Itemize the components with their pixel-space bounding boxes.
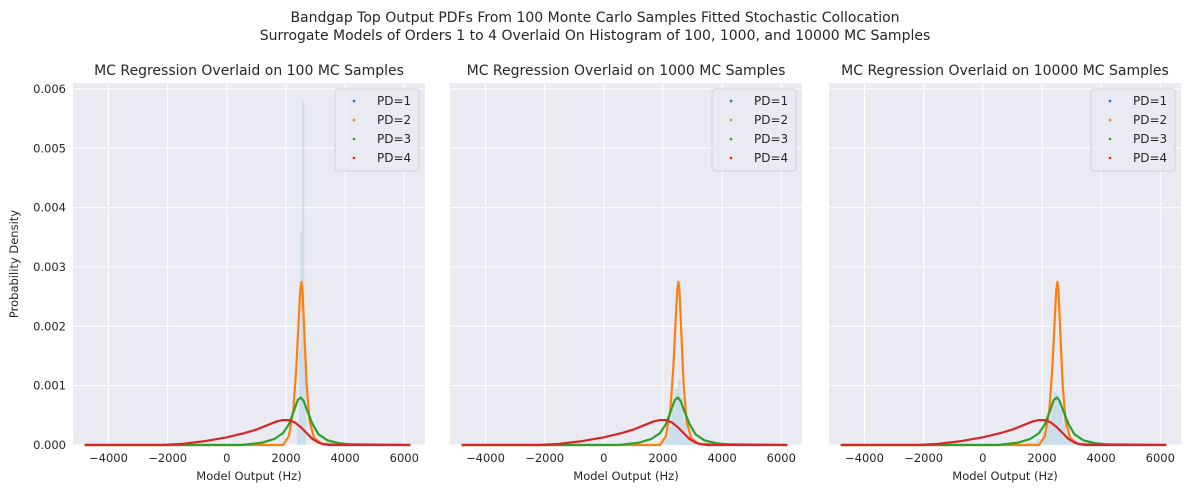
x-tick-label: 0 — [223, 451, 230, 465]
x-tick-label: −4000 — [89, 451, 128, 465]
y-axis-label: Probability Density — [7, 210, 21, 318]
legend-marker — [729, 156, 733, 160]
histogram-bar — [680, 397, 684, 445]
histogram-bar — [302, 100, 305, 445]
histogram-bar — [1041, 431, 1048, 445]
panels: −4000 −2000 0 2000 4000 6000 0.000 0.001 0.002 0.… — [7, 63, 1181, 483]
x-tick-label: 6000 — [390, 451, 419, 465]
legend-label: PD=3 — [377, 132, 411, 146]
x-tick-label: 2000 — [648, 451, 677, 465]
series-line-pd-3 — [84, 396, 411, 447]
series-line-pd-4 — [461, 419, 788, 447]
chart-panel-3: −4000 −2000 0 2000 4000 6000 MC Regression Ove… — [829, 63, 1181, 483]
chart-panel-1: −4000 −2000 0 2000 4000 6000 0.000 0.001 0.002 0.… — [7, 63, 425, 483]
series-line-pd-4 — [840, 419, 1167, 447]
legend-label: PD=2 — [1133, 113, 1167, 127]
legend-label: PD=2 — [377, 113, 411, 127]
y-tick-label: 0.004 — [33, 201, 66, 215]
legend-marker — [729, 137, 733, 141]
legend-marker — [352, 118, 356, 122]
legend-label: PD=1 — [754, 94, 788, 108]
histogram-bar — [1047, 418, 1051, 445]
series-line-pd-2 — [840, 280, 1167, 447]
legend-marker — [729, 99, 733, 103]
legend: PD=1 PD=2 PD=3 PD=4 — [334, 88, 420, 172]
y-tick-label: 0.006 — [33, 82, 66, 96]
legend-marker — [1108, 137, 1112, 141]
series-line-pd-3 — [461, 396, 788, 447]
chart-panel-2: −4000 −2000 0 2000 4000 6000 MC Regression Ove… — [450, 63, 802, 483]
histogram-bar — [668, 427, 672, 445]
suptitle-line-1: Bandgap Top Output PDFs From 100 Monte C… — [290, 10, 899, 26]
x-tick-label: 0 — [979, 451, 986, 465]
legend-box — [334, 88, 420, 172]
x-tick-label: 6000 — [767, 451, 796, 465]
legend-label: PD=2 — [754, 113, 788, 127]
legend-marker — [1108, 118, 1112, 122]
x-axis-label: Model Output (Hz) — [952, 469, 1057, 483]
legend-label: PD=3 — [754, 132, 788, 146]
x-tick-label: 2000 — [1027, 451, 1056, 465]
histogram-bar — [1027, 442, 1037, 445]
series-line-pd-3 — [840, 396, 1167, 447]
histogram-bar — [297, 421, 299, 445]
x-tick-label: 0 — [600, 451, 607, 465]
legend-label: PD=1 — [1133, 94, 1167, 108]
histogram-bar — [686, 436, 693, 445]
histogram-bar — [1053, 391, 1057, 445]
x-tick-label: −2000 — [525, 451, 564, 465]
suptitle-line-2: Surrogate Models of Orders 1 to 4 Overla… — [260, 28, 931, 44]
x-axis-label: Model Output (Hz) — [573, 469, 678, 483]
histogram-bar — [674, 388, 678, 445]
x-tick-label: 4000 — [330, 451, 359, 465]
x-tick-label: −2000 — [904, 451, 943, 465]
histogram-bar — [300, 231, 303, 445]
legend-label: PD=4 — [1133, 151, 1167, 165]
legend-box — [1090, 88, 1176, 172]
legend-marker — [1108, 99, 1112, 103]
series-line-pd-2 — [461, 280, 788, 447]
legend-marker — [352, 156, 356, 160]
y-tick-label: 0.005 — [33, 141, 66, 155]
legend: PD=1 PD=2 PD=3 PD=4 — [1090, 88, 1176, 172]
x-tick-label: −4000 — [466, 451, 505, 465]
legend-label: PD=3 — [1133, 132, 1167, 146]
x-axis-label: Model Output (Hz) — [196, 469, 301, 483]
legend-marker — [729, 118, 733, 122]
series-line-pd-4 — [84, 419, 411, 447]
x-tick-label: 4000 — [707, 451, 736, 465]
legend-label: PD=4 — [377, 151, 411, 165]
x-tick-label: 6000 — [1146, 451, 1175, 465]
x-tick-label: 2000 — [271, 451, 300, 465]
y-tick-label: 0.002 — [33, 319, 66, 333]
histogram-bar — [1059, 409, 1063, 445]
legend-marker — [352, 99, 356, 103]
x-tick-label: −4000 — [845, 451, 884, 465]
y-tick-label: 0.000 — [33, 438, 66, 452]
legend-box — [711, 88, 797, 172]
chart-title: MC Regression Overlaid on 100 MC Samples — [94, 63, 404, 79]
histogram-bar — [1056, 394, 1060, 445]
histogram-bar — [1065, 436, 1072, 445]
histogram-bar — [671, 409, 675, 445]
legend: PD=1 PD=2 PD=3 PD=4 — [711, 88, 797, 172]
y-tick-label: 0.003 — [33, 260, 66, 274]
y-tick-label: 0.001 — [33, 379, 66, 393]
histogram-bar — [677, 379, 681, 445]
histogram-bar — [1036, 439, 1042, 445]
legend-label: PD=1 — [377, 94, 411, 108]
legend-label: PD=4 — [754, 151, 788, 165]
x-tick-label: −2000 — [148, 451, 187, 465]
chart-title: MC Regression Overlaid on 1000 MC Sample… — [467, 63, 786, 79]
series-line-pd-2 — [84, 280, 411, 447]
chart-title: MC Regression Overlaid on 10000 MC Sampl… — [841, 63, 1169, 79]
histogram-bar — [662, 437, 669, 445]
legend-marker — [1108, 156, 1112, 160]
x-tick-label: 4000 — [1086, 451, 1115, 465]
legend-marker — [352, 137, 356, 141]
